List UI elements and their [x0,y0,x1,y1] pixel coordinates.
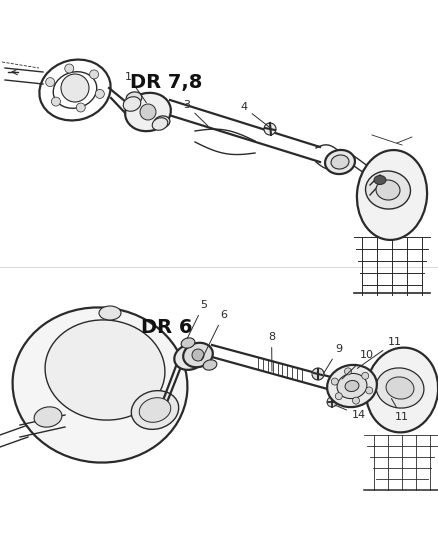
Ellipse shape [13,308,187,463]
Ellipse shape [327,365,377,407]
Text: 11: 11 [392,398,409,422]
Circle shape [331,378,338,385]
Ellipse shape [34,407,62,427]
Text: 9: 9 [323,344,342,374]
Text: 14: 14 [335,405,366,420]
Ellipse shape [203,360,217,370]
Circle shape [353,397,360,404]
Circle shape [95,90,104,99]
Circle shape [192,349,204,361]
Text: DR 6: DR 6 [141,318,192,337]
Circle shape [76,103,85,112]
Circle shape [345,368,352,375]
Ellipse shape [45,320,165,420]
Circle shape [312,368,324,380]
Ellipse shape [125,93,171,131]
Circle shape [65,64,74,73]
Ellipse shape [345,381,359,392]
Ellipse shape [331,155,349,169]
Circle shape [264,123,276,135]
Ellipse shape [376,368,424,408]
Circle shape [90,70,99,79]
Ellipse shape [126,92,142,104]
Ellipse shape [357,150,427,240]
Circle shape [51,97,60,106]
Text: 6: 6 [201,310,227,360]
Ellipse shape [181,338,195,348]
Ellipse shape [174,344,206,370]
Ellipse shape [99,306,121,320]
Ellipse shape [337,374,367,399]
Circle shape [366,387,373,394]
Ellipse shape [374,175,386,184]
Text: 4: 4 [240,102,271,128]
Circle shape [140,104,156,120]
Ellipse shape [152,118,168,130]
Ellipse shape [366,171,410,209]
Text: DR 7,8: DR 7,8 [130,73,203,92]
Ellipse shape [386,377,414,399]
Text: 1: 1 [125,72,146,103]
Ellipse shape [139,398,171,422]
Ellipse shape [131,391,179,430]
Ellipse shape [123,96,141,111]
Text: 8: 8 [268,332,275,371]
Circle shape [46,78,55,86]
Text: 5: 5 [187,300,207,338]
Text: 10: 10 [342,350,374,379]
Circle shape [336,393,342,400]
Text: 3: 3 [183,100,208,126]
Ellipse shape [376,180,400,200]
Circle shape [362,373,369,379]
Text: 11: 11 [357,337,402,368]
Circle shape [61,74,89,102]
Ellipse shape [183,343,213,367]
Circle shape [327,397,337,407]
Ellipse shape [325,150,355,174]
Ellipse shape [366,348,438,432]
Ellipse shape [154,116,170,128]
